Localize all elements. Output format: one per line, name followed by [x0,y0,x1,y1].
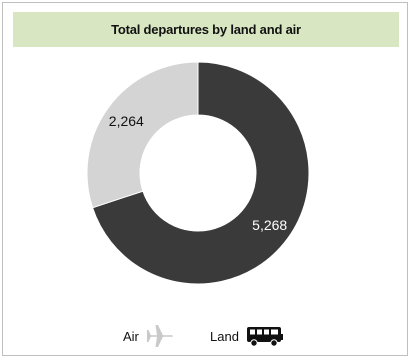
legend-item-air: Air [123,321,175,351]
slice-land [91,61,310,285]
legend-label-land: Land [210,328,239,344]
airplane-icon [146,325,173,347]
legend-item-land: Land [210,321,285,351]
legend: Air Land [3,321,409,351]
legend-label-air: Air [123,328,139,344]
chart-title: Total departures by land and air [13,12,399,47]
data-label-land: 5,268 [252,217,287,233]
data-label-air: 2,264 [109,113,144,129]
bus-icon [246,327,283,347]
donut-chart: 5,268 2,264 [86,61,310,285]
slice-air [86,61,199,209]
chart-frame: Total departures by land and air 5,268 2,… [2,2,408,356]
